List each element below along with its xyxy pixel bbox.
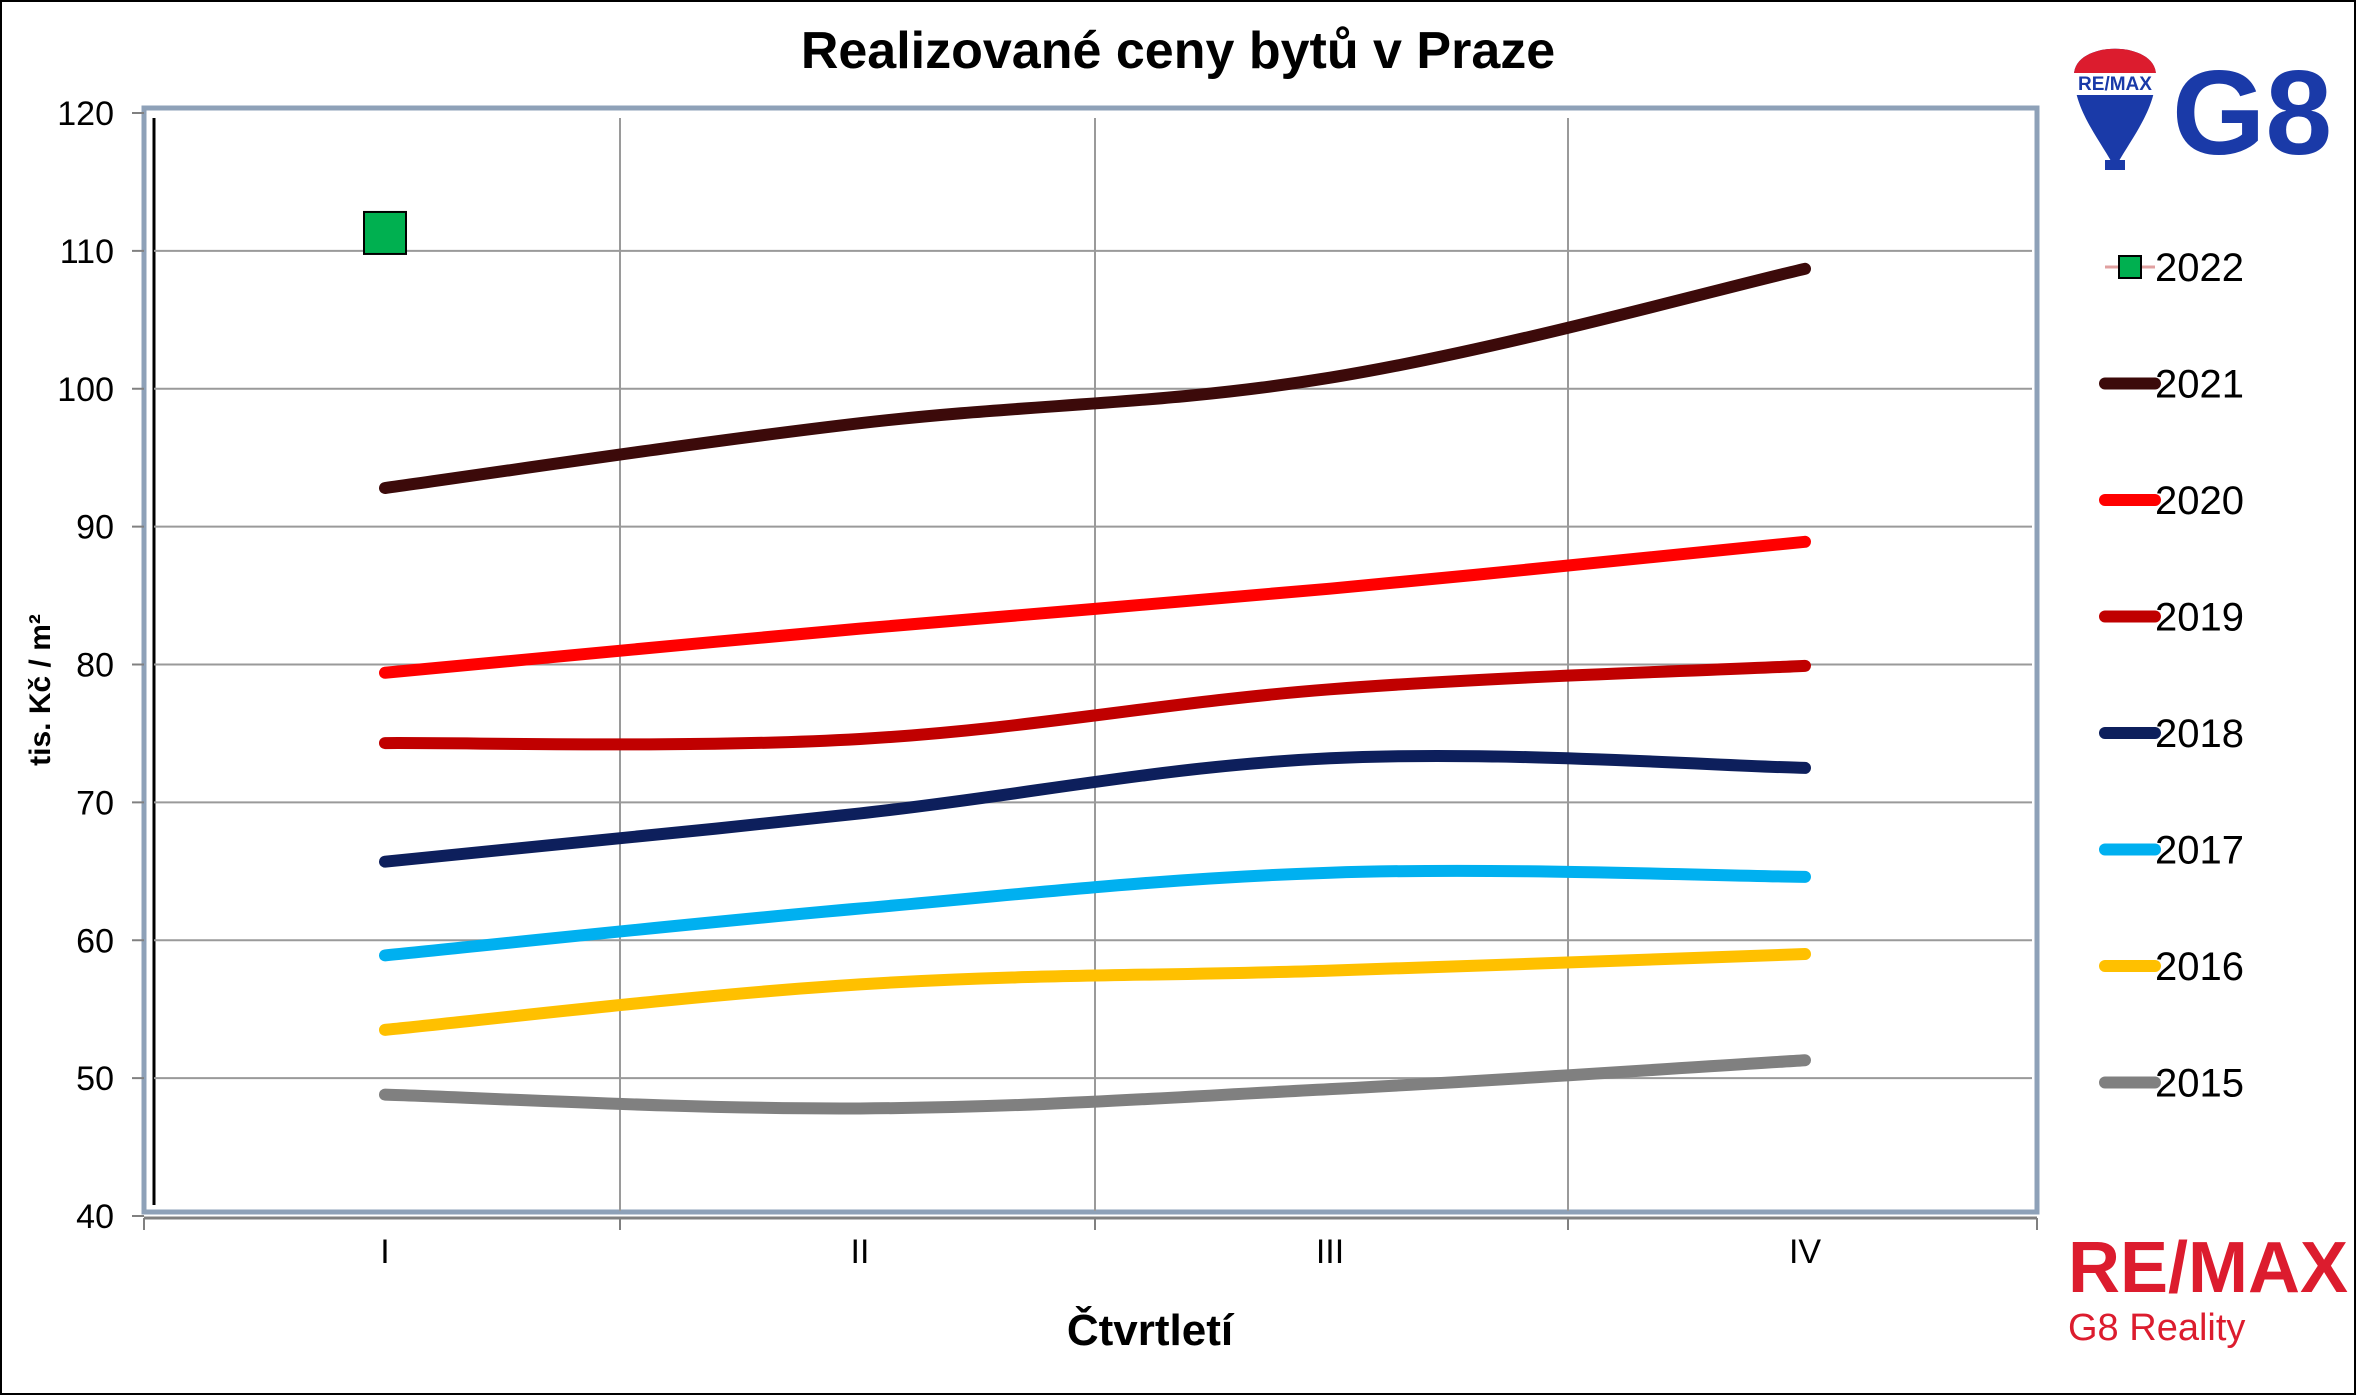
- chart-title: Realizované ceny bytů v Praze: [801, 22, 1555, 80]
- series-marker-2022: [363, 210, 407, 255]
- legend-label-2022: 2022: [2155, 246, 2244, 290]
- y-tick-label: 110: [60, 233, 114, 271]
- y-tick-label: 70: [76, 784, 114, 822]
- legend-item-2017: 2017: [2099, 829, 2244, 873]
- legend-item-2019: 2019: [2099, 596, 2244, 640]
- y-tick-label: 80: [76, 647, 114, 685]
- series-line-2017: [379, 864, 1811, 962]
- legend-item-2018: 2018: [2099, 712, 2244, 756]
- balloon-text: RE/MAX: [2078, 74, 2152, 95]
- legend-label-2019: 2019: [2155, 596, 2244, 640]
- legend-item-2021: 2021: [2099, 363, 2244, 407]
- y-tick-label: 60: [76, 922, 114, 960]
- legend-label-2015: 2015: [2155, 1062, 2244, 1106]
- y-tick-label: 100: [57, 371, 114, 409]
- legend-item-2020: 2020: [2099, 479, 2244, 523]
- legend-item-2015: 2015: [2099, 1062, 2244, 1106]
- legend-label-2018: 2018: [2155, 712, 2244, 756]
- x-tick-label: I: [380, 1233, 389, 1271]
- series-layer: [363, 210, 1811, 1115]
- x-tick-label: IV: [1789, 1233, 1821, 1271]
- legend-item-2016: 2016: [2099, 945, 2244, 989]
- y-tick-label: 90: [76, 509, 114, 547]
- y-tick-label: 40: [76, 1198, 114, 1236]
- plot-area: [141, 105, 2040, 1215]
- y-tick-label: 120: [57, 95, 114, 133]
- remax-balloon-logo: RE/MAX: [2070, 30, 2160, 170]
- legend: 2022 2021 2020 2019 2018 2017 2016 2015: [2099, 246, 2244, 1106]
- series-line-2016: [379, 948, 1811, 1036]
- legend-marker-2022: [2118, 255, 2142, 279]
- x-tick-label: III: [1316, 1233, 1344, 1271]
- y-tick-label: 50: [76, 1060, 114, 1098]
- g8-logo-text: G8: [2172, 46, 2332, 180]
- legend-label-2017: 2017: [2155, 829, 2244, 873]
- series-line-2015: [379, 1054, 1811, 1115]
- series-line-2021: [379, 262, 1811, 495]
- legend-label-2020: 2020: [2155, 479, 2244, 523]
- x-axis-label: Čtvrtletí: [1067, 1304, 1235, 1355]
- legend-label-2021: 2021: [2155, 363, 2244, 407]
- legend-label-2016: 2016: [2155, 945, 2244, 989]
- g8-reality-text: G8 Reality: [2068, 1307, 2245, 1349]
- remax-wordmark: RE/MAX: [2068, 1228, 2348, 1308]
- series-line-2019: [379, 659, 1811, 751]
- y-axis-label: tis. Kč / m²: [24, 614, 57, 766]
- legend-item-2022: 2022: [2105, 246, 2244, 290]
- series-line-2018: [379, 749, 1811, 868]
- x-tick-label: II: [851, 1233, 870, 1271]
- series-line-2020: [379, 535, 1811, 679]
